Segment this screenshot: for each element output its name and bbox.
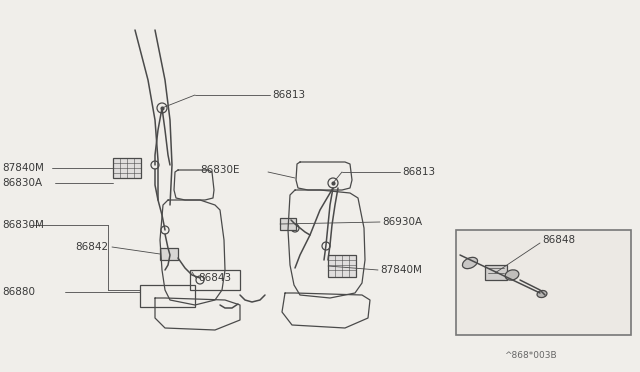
Bar: [328, 255, 356, 277]
Bar: [113, 158, 141, 178]
Bar: [190, 270, 240, 290]
Text: 86830M: 86830M: [2, 220, 44, 230]
Text: 86930A: 86930A: [382, 217, 422, 227]
Ellipse shape: [537, 291, 547, 298]
Text: 86843: 86843: [198, 273, 231, 283]
Text: 86848: 86848: [542, 235, 575, 245]
Bar: [160, 248, 178, 260]
Bar: [140, 285, 195, 307]
Text: 86813: 86813: [402, 167, 435, 177]
Bar: [280, 218, 296, 230]
Ellipse shape: [505, 270, 519, 280]
Text: 86880: 86880: [2, 287, 35, 297]
Text: 86830A: 86830A: [2, 178, 42, 188]
Bar: [456, 230, 631, 335]
Text: 86830E: 86830E: [200, 165, 239, 175]
Bar: [485, 265, 507, 280]
Ellipse shape: [463, 257, 477, 269]
Text: 86842: 86842: [75, 242, 108, 252]
Text: ^868*003B: ^868*003B: [504, 352, 557, 360]
Text: 86813: 86813: [272, 90, 305, 100]
Text: 87840M: 87840M: [380, 265, 422, 275]
Text: 87840M: 87840M: [2, 163, 44, 173]
